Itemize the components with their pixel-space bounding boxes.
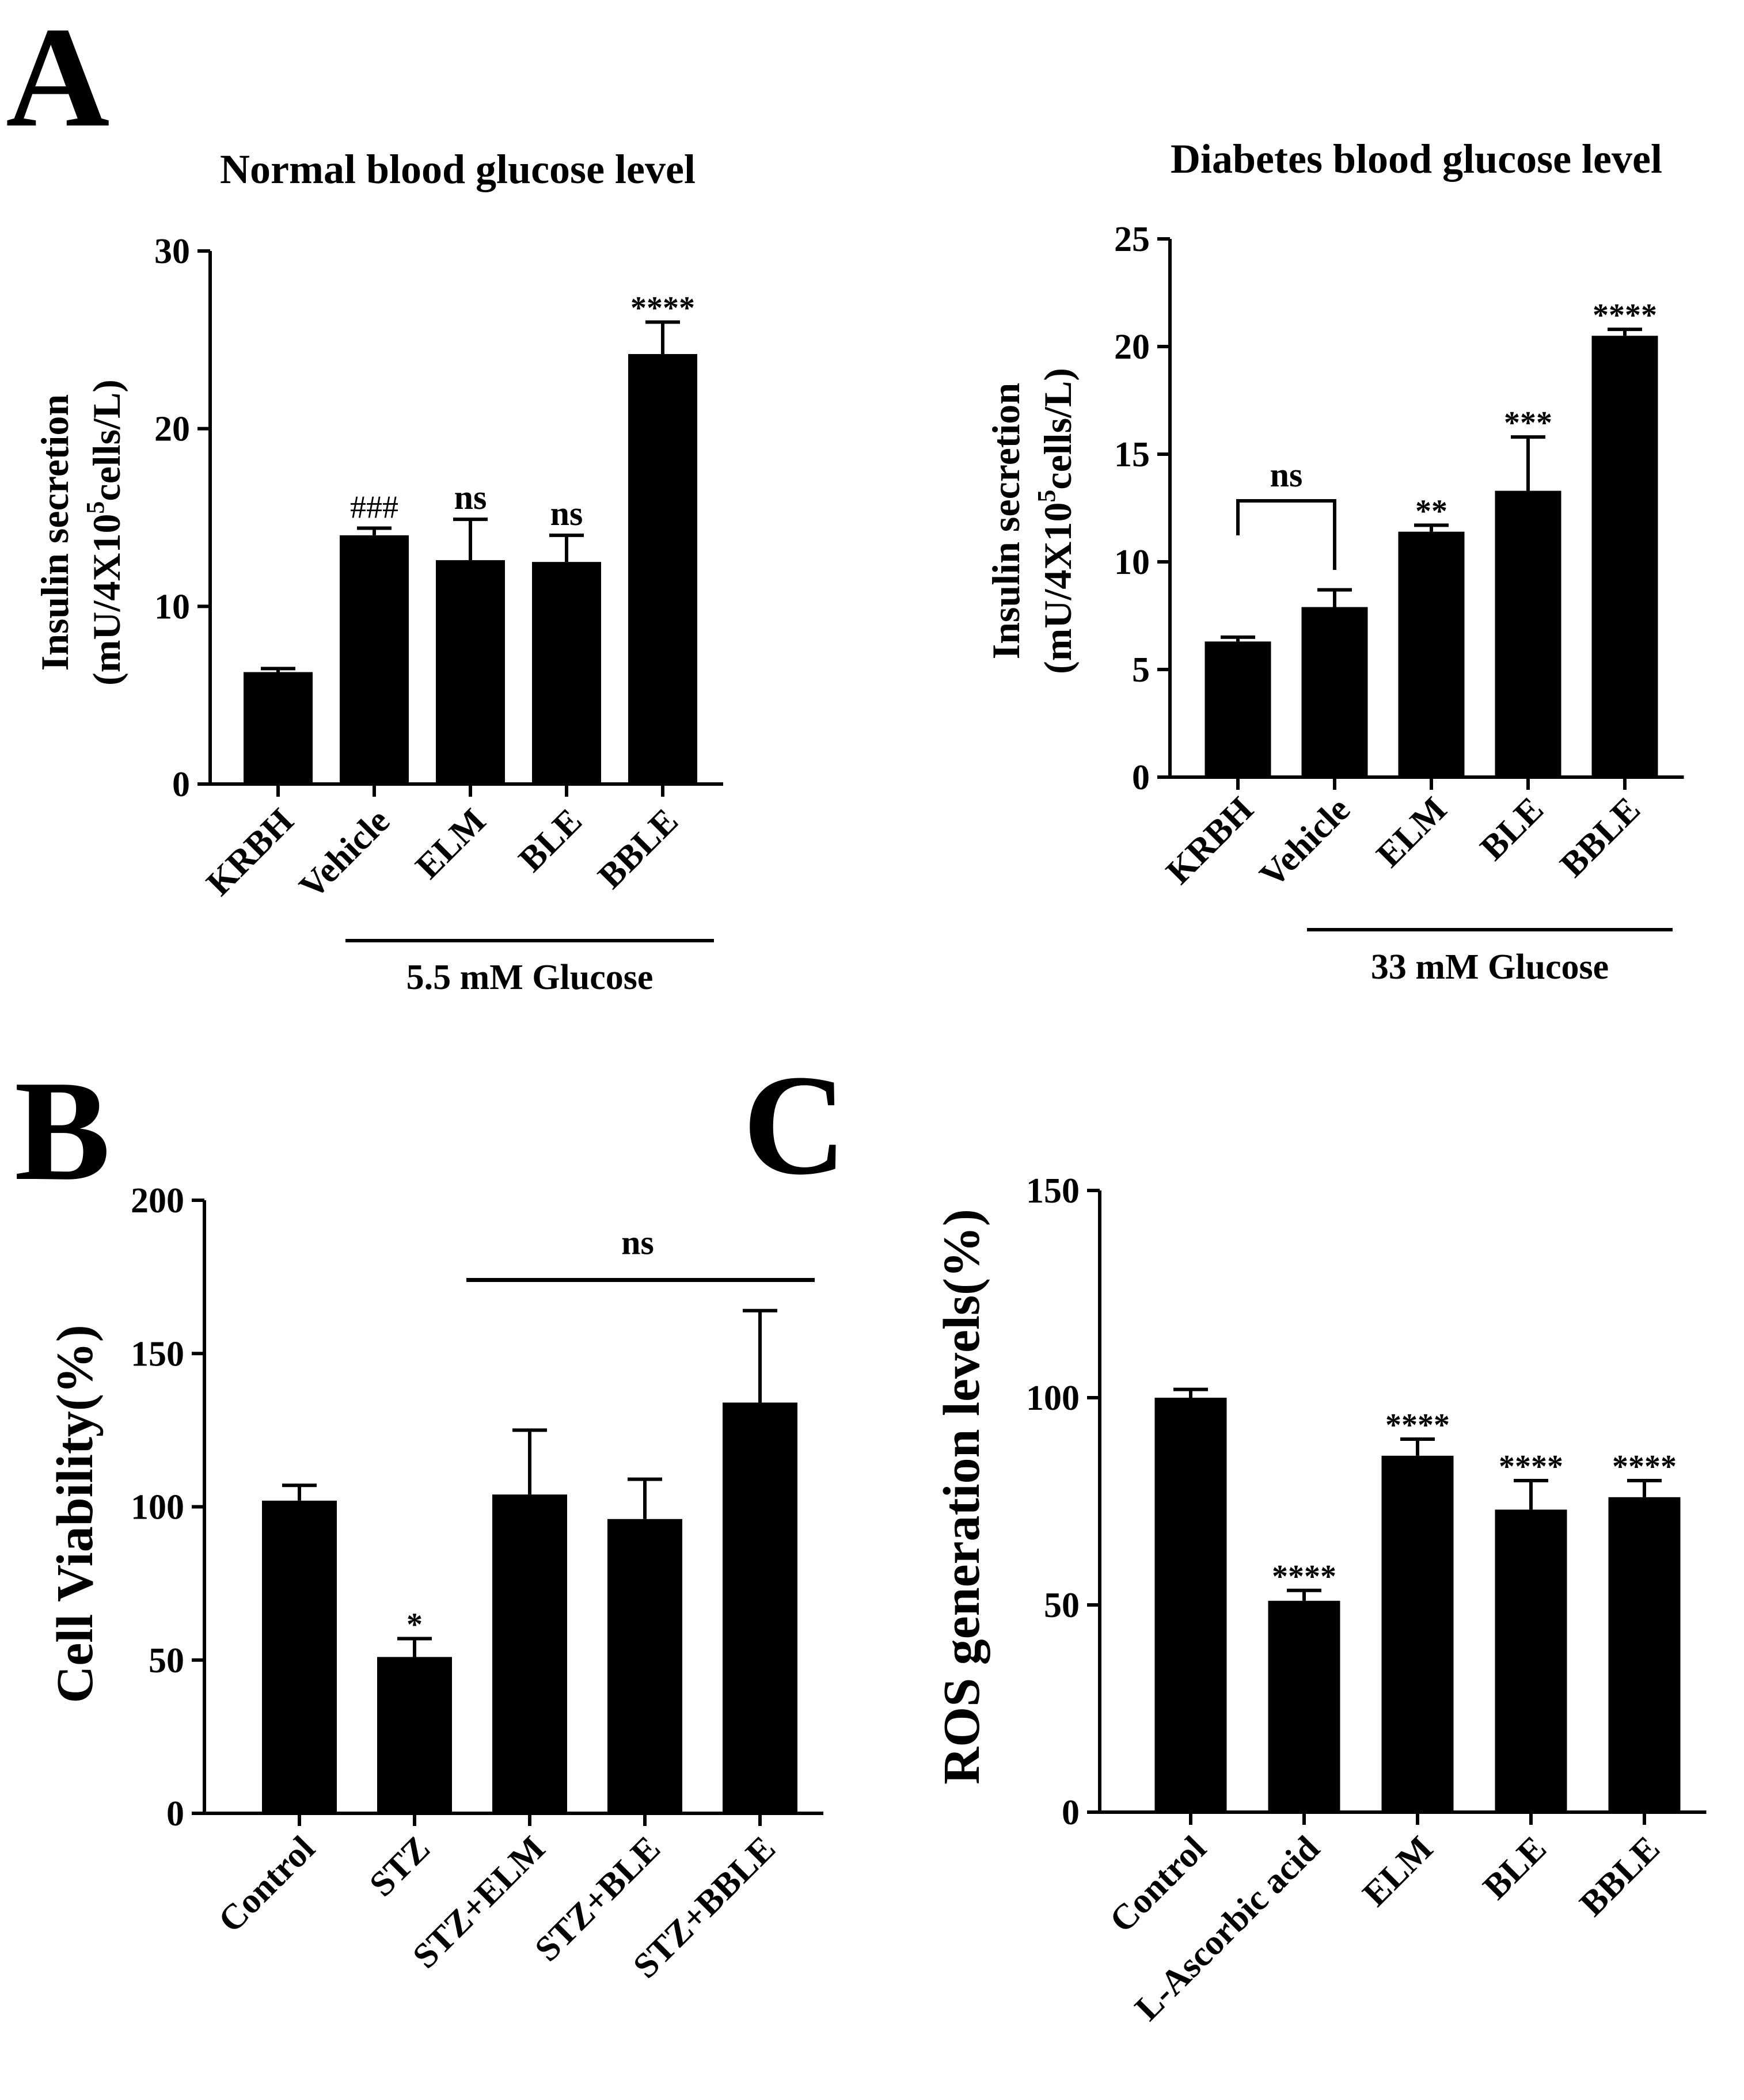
significance-label: *: [406, 1607, 423, 1642]
panel-label-c: C: [743, 1045, 847, 1205]
bar-l-ascorbic-acid: [1268, 1600, 1340, 1812]
chart-title: Diabetes blood glucose level: [1171, 136, 1662, 182]
y-axis-label-line1: Insulin secretion: [984, 383, 1028, 659]
glucose-group-label: 5.5 mM Glucose: [406, 958, 653, 997]
y-tick-label: 50: [1044, 1586, 1080, 1625]
chart-ros-generation: ROS generation levels(%) 0 50 100 150 Contro…: [933, 1171, 1707, 2028]
bar-bble: [1591, 336, 1658, 777]
significance-label: **: [1415, 493, 1447, 529]
x-tick-label: BBLE: [1572, 1829, 1667, 1924]
significance-label: ****: [1499, 1449, 1563, 1485]
y-tick-label: 0: [1062, 1793, 1080, 1832]
panel-label-a: A: [6, 0, 110, 157]
y-tick-label: 0: [166, 1794, 184, 1833]
significance-label: ###: [350, 490, 398, 526]
y-tick-label: 50: [149, 1641, 184, 1680]
y-tick-label: 10: [1114, 543, 1150, 582]
significance-label: ns: [454, 478, 487, 516]
glucose-group-label: 33 mM Glucose: [1371, 948, 1609, 987]
y-tick-label: 0: [1132, 758, 1150, 797]
x-tick-label: Control: [1102, 1829, 1213, 1940]
bar-control: [262, 1500, 337, 1813]
x-tick-label: BBLE: [591, 801, 686, 896]
y-axis-label: Insulin secretion (mU/4X105cells/L): [33, 379, 128, 686]
significance-label: ****: [630, 290, 695, 326]
significance-label: ns: [550, 494, 583, 532]
y-tick-label: 150: [1026, 1171, 1080, 1211]
bar-stz-bble: [723, 1402, 797, 1813]
chart-diabetes-glucose: Diabetes blood glucose level Insulin sec…: [984, 136, 1684, 987]
bar-stz-elm: [492, 1494, 567, 1813]
bar-vehicle: [340, 535, 409, 784]
significance-label: ****: [1272, 1559, 1336, 1595]
y-tick-label: 100: [131, 1488, 184, 1527]
bar-elm: [1398, 531, 1465, 777]
y-tick-label: 100: [1026, 1379, 1080, 1418]
bar-bble: [1608, 1497, 1681, 1812]
y-axis-label: Cell Viability(%): [47, 1325, 104, 1703]
x-tick-label: Vehicle: [1252, 790, 1358, 895]
bar-elm: [436, 560, 505, 784]
x-tick-label: ELM: [408, 801, 493, 887]
x-tick-label: Control: [211, 1829, 322, 1940]
bar-stz: [377, 1657, 452, 1813]
y-tick-label: 30: [154, 232, 190, 271]
bar-control: [1154, 1398, 1227, 1812]
x-tick-label: KRBH: [199, 801, 301, 903]
y-tick-label: 20: [1114, 328, 1150, 367]
panel-label-b: B: [14, 1051, 111, 1211]
x-tick-label: ELM: [1355, 1829, 1441, 1914]
y-axis-label-text: Cell Viability(%): [47, 1325, 104, 1703]
x-tick-label: Vehicle: [292, 801, 397, 907]
y-tick-label: 200: [131, 1181, 184, 1220]
bar-elm: [1381, 1455, 1454, 1812]
significance-label: ****: [1593, 298, 1657, 333]
y-axis-label: Insulin secretion (mU/4X105cells/L): [984, 368, 1080, 674]
bar-krbh: [244, 672, 313, 784]
x-tick-label: ELM: [1369, 790, 1454, 875]
chart-title: Normal blood glucose level: [220, 146, 696, 192]
y-axis-label-line2: (mU/4X105cells/L): [1032, 368, 1080, 674]
y-axis-label-line1: Insulin secretion: [33, 394, 77, 671]
y-tick-label: 25: [1114, 220, 1150, 259]
bar-stz-ble: [607, 1519, 682, 1813]
chart-cell-viability: Cell Viability(%) 0 50 100 150 200 Control STZ…: [47, 1181, 823, 1986]
x-tick-label: STZ: [362, 1829, 438, 1904]
significance-label: ****: [1612, 1449, 1677, 1485]
y-tick-label: 20: [154, 410, 190, 449]
chart-normal-glucose: Normal blood glucose level Insulin secre…: [33, 146, 723, 997]
x-tick-label: BBLE: [1553, 790, 1648, 885]
bar-ble: [1495, 1509, 1567, 1812]
bracket-label: ns: [1270, 456, 1303, 494]
y-tick-label: 15: [1114, 435, 1150, 474]
bar-krbh: [1205, 641, 1271, 777]
y-tick-label: 0: [172, 765, 190, 804]
significance-bracket: [1236, 499, 1336, 570]
y-tick-label: 150: [131, 1334, 184, 1374]
y-axis-label-text: ROS generation levels(%): [933, 1209, 990, 1785]
bar-ble: [1495, 490, 1561, 777]
bar-ble: [532, 562, 601, 784]
y-tick-label: 5: [1132, 650, 1150, 690]
x-tick-label: BLE: [1473, 790, 1551, 868]
group-significance-label: ns: [621, 1223, 654, 1261]
significance-label: ****: [1385, 1407, 1450, 1443]
x-tick-label: BLE: [511, 801, 590, 880]
y-axis-label: ROS generation levels(%): [933, 1209, 990, 1785]
x-tick-label: BLE: [1476, 1829, 1554, 1907]
y-tick-label: 10: [154, 587, 190, 626]
significance-label: ***: [1504, 405, 1552, 441]
x-tick-label: KRBH: [1159, 790, 1261, 892]
bar-bble: [628, 354, 697, 784]
y-axis-label-line2: (mU/4X105cells/L): [81, 379, 128, 686]
bar-vehicle: [1301, 607, 1368, 777]
